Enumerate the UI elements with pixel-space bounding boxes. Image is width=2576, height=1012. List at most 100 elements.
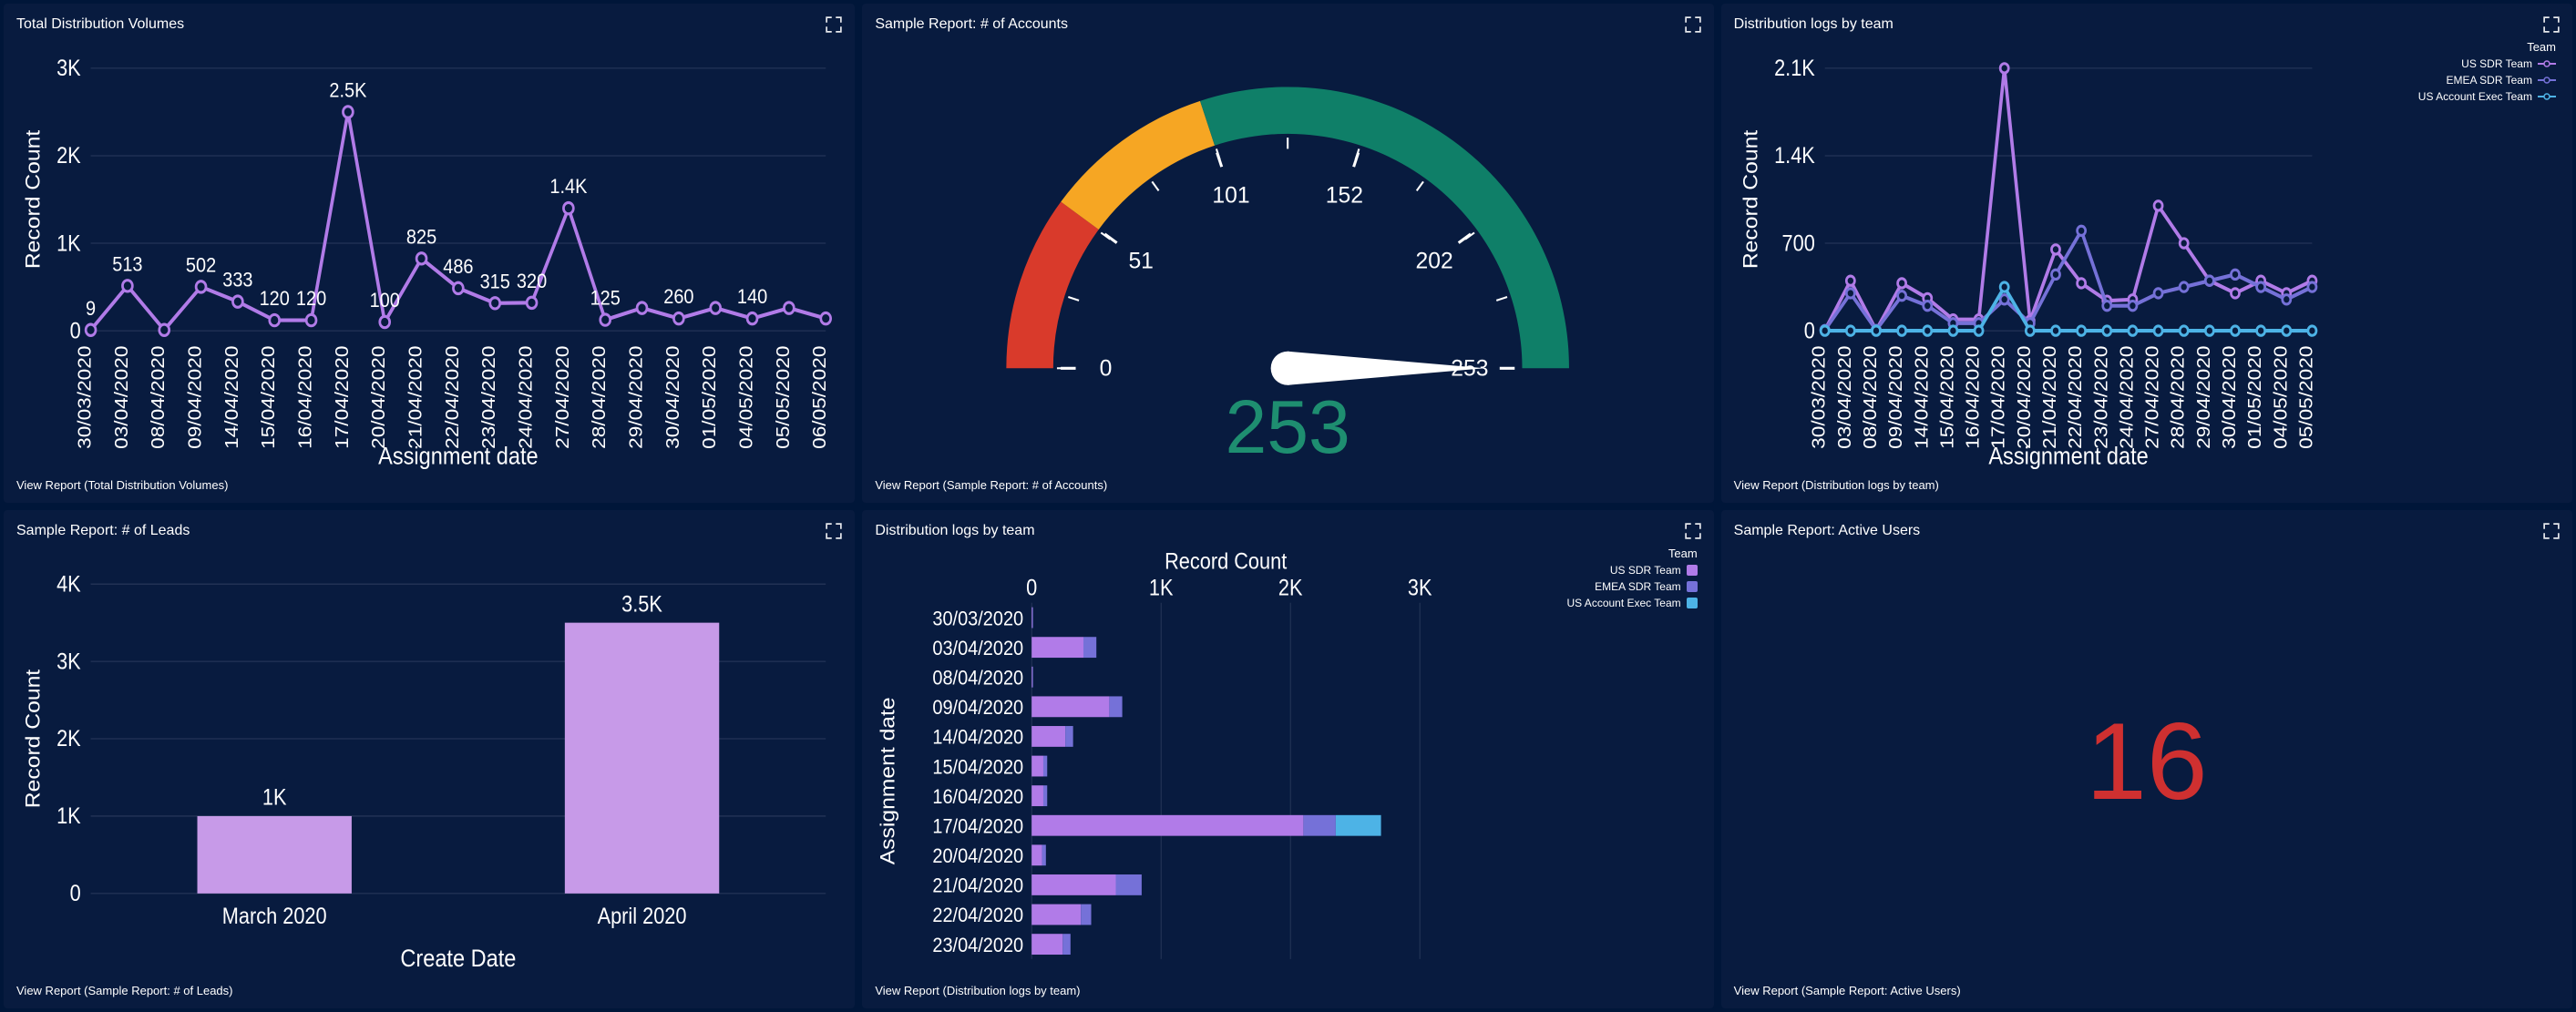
svg-text:28/04/2020: 28/04/2020 — [2168, 345, 2188, 448]
svg-text:04/05/2020: 04/05/2020 — [736, 345, 756, 448]
svg-text:15/04/2020: 15/04/2020 — [258, 345, 278, 448]
legend-item[interactable]: EMEA SDR Team — [2418, 74, 2556, 87]
svg-text:08/04/2020: 08/04/2020 — [933, 666, 1024, 689]
panel-active-users: Sample Report: Active Users 16 View Repo… — [1721, 510, 2572, 1009]
svg-text:Create Date: Create Date — [400, 945, 516, 972]
panel-title: Total Distribution Volumes — [16, 16, 184, 33]
svg-text:120: 120 — [260, 287, 290, 310]
svg-text:100: 100 — [370, 289, 400, 312]
svg-text:260: 260 — [663, 285, 693, 308]
svg-text:Record Count: Record Count — [22, 669, 44, 808]
svg-text:30/03/2020: 30/03/2020 — [933, 607, 1024, 629]
svg-text:315: 315 — [480, 270, 510, 292]
svg-text:3K: 3K — [56, 56, 81, 81]
svg-text:14/04/2020: 14/04/2020 — [1911, 345, 1931, 448]
svg-text:08/04/2020: 08/04/2020 — [1860, 345, 1880, 448]
svg-text:09/04/2020: 09/04/2020 — [1885, 345, 1905, 448]
svg-text:0: 0 — [1100, 357, 1113, 382]
svg-text:08/04/2020: 08/04/2020 — [148, 345, 168, 448]
svg-text:21/04/2020: 21/04/2020 — [405, 345, 426, 448]
svg-text:0: 0 — [1026, 575, 1037, 600]
expand-icon[interactable] — [826, 523, 842, 539]
svg-text:Assignment date: Assignment date — [1988, 443, 2148, 470]
svg-text:120: 120 — [296, 287, 326, 310]
svg-text:Record Count: Record Count — [1165, 548, 1288, 574]
svg-text:14/04/2020: 14/04/2020 — [933, 725, 1024, 748]
chart-legend: Team US SDR Team EMEA SDR Team US Account … — [2418, 40, 2556, 107]
svg-text:2.5K: 2.5K — [329, 78, 366, 101]
legend-item[interactable]: US SDR Team — [2418, 57, 2556, 70]
stacked-hbar-chart: Record Count01K2K3KAssignment date30/03/… — [875, 547, 1700, 978]
svg-text:1K: 1K — [1149, 575, 1174, 600]
svg-text:1K: 1K — [262, 784, 287, 810]
svg-text:28/04/2020: 28/04/2020 — [589, 345, 609, 448]
svg-text:30/03/2020: 30/03/2020 — [75, 345, 95, 448]
big-number: 16 — [2086, 699, 2207, 824]
svg-text:3.5K: 3.5K — [621, 590, 662, 616]
svg-text:23/04/2020: 23/04/2020 — [2090, 345, 2110, 448]
expand-icon[interactable] — [2543, 16, 2560, 33]
metric-value: 16 — [1734, 547, 2560, 978]
svg-text:4K: 4K — [56, 571, 81, 597]
svg-text:27/04/2020: 27/04/2020 — [2141, 345, 2161, 448]
view-report-link[interactable]: View Report (Distribution logs by team) — [1734, 478, 1939, 492]
svg-text:20/04/2020: 20/04/2020 — [368, 345, 388, 448]
svg-text:27/04/2020: 27/04/2020 — [552, 345, 572, 448]
view-report-link[interactable]: View Report (Total Distribution Volumes) — [16, 478, 228, 492]
svg-text:17/04/2020: 17/04/2020 — [933, 814, 1024, 837]
view-report-link[interactable]: View Report (Distribution logs by team) — [875, 984, 1080, 997]
panel-distribution-logs-hbar: Distribution logs by team Record Count01… — [862, 510, 1713, 1009]
svg-text:9: 9 — [86, 297, 96, 320]
view-report-link[interactable]: View Report (Sample Report: # of Leads) — [16, 984, 233, 997]
svg-text:06/05/2020: 06/05/2020 — [809, 345, 829, 448]
svg-text:3K: 3K — [1408, 575, 1432, 600]
expand-icon[interactable] — [1685, 523, 1701, 539]
svg-text:1.4K: 1.4K — [549, 175, 587, 198]
svg-text:486: 486 — [443, 255, 473, 278]
svg-text:17/04/2020: 17/04/2020 — [332, 345, 352, 448]
view-report-link[interactable]: View Report (Sample Report: # of Account… — [875, 478, 1107, 492]
panel-title: Sample Report: # of Accounts — [875, 16, 1068, 33]
svg-text:125: 125 — [590, 286, 621, 309]
chart-legend: Team US SDR TeamEMEA SDR TeamUS Account … — [1566, 547, 1697, 613]
svg-text:14/04/2020: 14/04/2020 — [221, 345, 241, 448]
svg-text:24/04/2020: 24/04/2020 — [516, 345, 536, 448]
svg-text:23/04/2020: 23/04/2020 — [478, 345, 498, 448]
expand-icon[interactable] — [826, 16, 842, 33]
svg-text:Record Count: Record Count — [22, 129, 44, 269]
svg-text:22/04/2020: 22/04/2020 — [2065, 345, 2085, 448]
svg-text:30/04/2020: 30/04/2020 — [2219, 345, 2239, 448]
svg-text:1.4K: 1.4K — [1774, 143, 1815, 169]
svg-text:825: 825 — [406, 225, 436, 248]
svg-text:09/04/2020: 09/04/2020 — [933, 695, 1024, 718]
svg-text:51: 51 — [1129, 249, 1154, 273]
svg-text:333: 333 — [222, 268, 252, 291]
svg-text:513: 513 — [112, 252, 142, 275]
svg-text:March 2020: March 2020 — [222, 903, 327, 928]
svg-text:2K: 2K — [56, 725, 81, 751]
panel-title: Distribution logs by team — [1734, 16, 1894, 33]
svg-text:05/05/2020: 05/05/2020 — [2295, 345, 2315, 448]
svg-text:1K: 1K — [56, 802, 81, 828]
svg-text:253: 253 — [1226, 385, 1350, 469]
view-report-link[interactable]: View Report (Sample Report: Active Users… — [1734, 984, 1961, 997]
svg-text:21/04/2020: 21/04/2020 — [933, 874, 1024, 896]
legend-item[interactable]: US SDR Team — [1566, 564, 1697, 577]
legend-item[interactable]: US Account Exec Team — [1566, 597, 1697, 609]
svg-text:24/04/2020: 24/04/2020 — [2116, 345, 2136, 448]
panel-accounts-gauge: Sample Report: # of Accounts 05110115220… — [862, 4, 1713, 503]
svg-text:03/04/2020: 03/04/2020 — [111, 345, 131, 448]
expand-icon[interactable] — [2543, 523, 2560, 539]
svg-text:3K: 3K — [56, 649, 81, 674]
multi-line-chart: 07001.4K2.1KRecord Count30/03/202003/04/… — [1734, 40, 2560, 472]
svg-text:Assignment date: Assignment date — [378, 443, 538, 470]
svg-text:2K: 2K — [1278, 575, 1303, 600]
legend-item[interactable]: US Account Exec Team — [2418, 90, 2556, 103]
svg-text:09/04/2020: 09/04/2020 — [185, 345, 205, 448]
legend-title: Team — [2418, 40, 2556, 54]
svg-text:05/05/2020: 05/05/2020 — [773, 345, 793, 448]
svg-text:0: 0 — [70, 318, 81, 343]
expand-icon[interactable] — [1685, 16, 1701, 33]
svg-text:21/04/2020: 21/04/2020 — [2039, 345, 2059, 448]
legend-item[interactable]: EMEA SDR Team — [1566, 580, 1697, 593]
